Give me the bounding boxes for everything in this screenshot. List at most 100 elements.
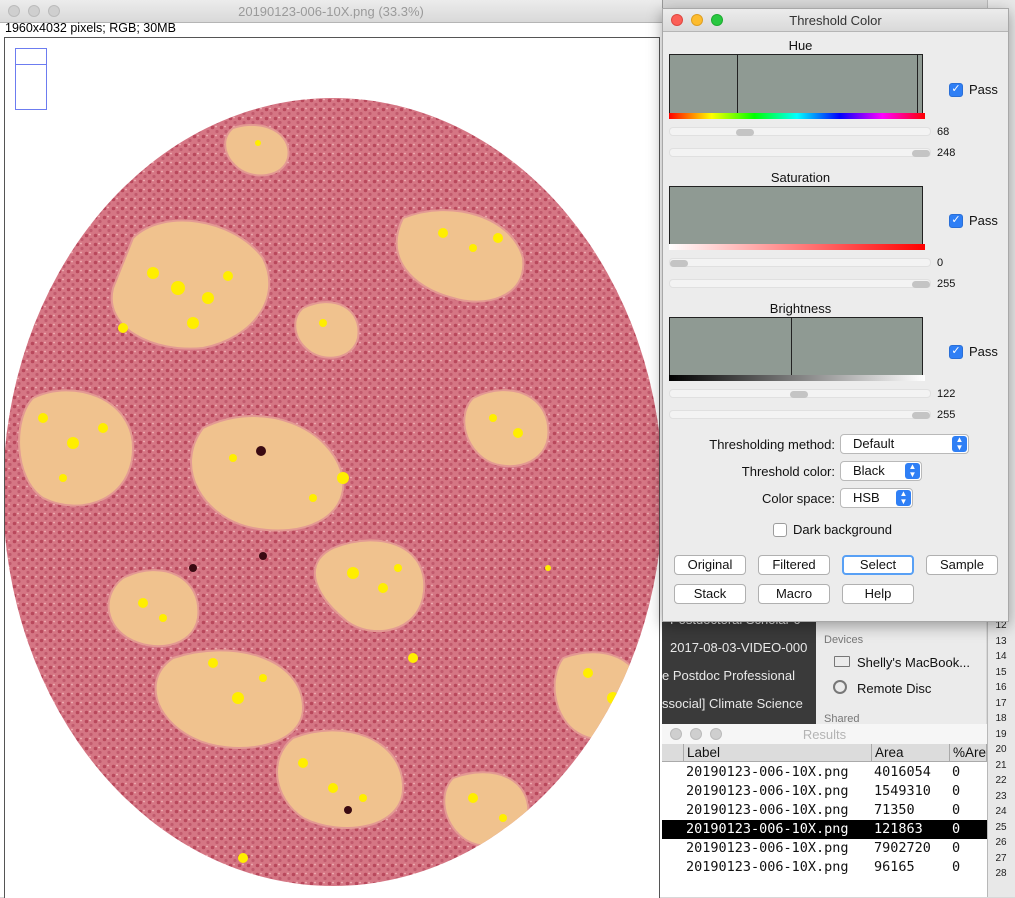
original-button[interactable]: Original — [674, 555, 746, 575]
row-area-cell: 96165 — [874, 859, 915, 875]
image-window-title: 20190123-006-10X.png (33.3%) — [238, 4, 424, 19]
brightness-pass-option[interactable]: ✓ Pass — [949, 344, 998, 359]
hue-max-slider[interactable] — [669, 148, 931, 157]
hue-label: Hue — [788, 38, 813, 53]
threshold-close-button[interactable] — [671, 14, 683, 26]
saturation-histogram — [669, 186, 923, 250]
hue-histogram — [669, 54, 923, 118]
threshold-window-controls — [671, 14, 723, 26]
brightness-max-value: 255 — [937, 409, 956, 421]
row-percent-cell: 0 — [952, 821, 961, 837]
threshold-color-select[interactable]: Black ▲ ▼ — [840, 461, 922, 481]
row-label-cell: 20190123-006-10X.png — [686, 821, 849, 837]
color-space-select[interactable]: HSB ▲ ▼ — [840, 488, 913, 508]
color-space-label: Color space: — [762, 491, 835, 506]
hue-min-thumb[interactable] — [736, 129, 754, 136]
saturation-pass-checkbox[interactable]: ✓ — [949, 213, 963, 228]
hue-max-thumb[interactable] — [912, 150, 930, 157]
row-area-cell: 4016054 — [874, 764, 931, 780]
row-percent-cell: 0 — [952, 840, 961, 856]
minimize-button[interactable] — [28, 5, 40, 17]
saturation-max-value: 255 — [937, 278, 956, 290]
table-row[interactable]: 20190123-006-10X.png 1549310 0 — [662, 782, 987, 801]
row-label-cell: 20190123-006-10X.png — [686, 859, 849, 875]
filtered-button[interactable]: Filtered — [758, 555, 830, 575]
hue-pass-checkbox[interactable]: ✓ — [949, 82, 963, 97]
image-canvas[interactable] — [4, 37, 660, 898]
thresholding-method-select[interactable]: Default ▲ ▼ — [840, 434, 969, 454]
threshold-color-label: Threshold color: — [741, 464, 835, 479]
spreadsheet-row-number: 27 — [995, 852, 1007, 864]
threshold-zoom-button[interactable] — [711, 14, 723, 26]
brightness-pass-label: Pass — [969, 344, 998, 359]
saturation-min-thumb[interactable] — [670, 260, 688, 267]
table-row[interactable]: 20190123-006-10X.png 4016054 0 — [662, 763, 987, 782]
spreadsheet-row-number: 16 — [995, 682, 1007, 693]
percent-area-column-header[interactable]: %Are — [950, 744, 987, 762]
close-button[interactable] — [8, 5, 20, 17]
hue-min-value: 68 — [937, 126, 950, 138]
bg-line-3: e Postdoc Professional — [662, 668, 795, 683]
spreadsheet-row-number: 19 — [995, 728, 1007, 740]
window-controls — [8, 5, 60, 17]
saturation-max-thumb[interactable] — [912, 281, 930, 288]
device-remote-disc[interactable]: Remote Disc — [857, 681, 932, 696]
spreadsheet-row-number: 18 — [995, 713, 1007, 724]
macro-button[interactable]: Macro — [758, 584, 830, 604]
results-titlebar[interactable]: Results — [662, 724, 987, 745]
results-minimize-button[interactable] — [690, 728, 702, 740]
table-row[interactable]: 20190123-006-10X.png 7902720 0 — [662, 839, 987, 858]
spreadsheet-row-number: 21 — [995, 759, 1007, 771]
select-button[interactable]: Select — [842, 555, 914, 575]
shared-header: Shared — [824, 713, 860, 725]
dark-background-option[interactable]: Dark background — [773, 522, 892, 537]
table-row[interactable]: 20190123-006-10X.png 71350 0 — [662, 801, 987, 820]
image-window-titlebar[interactable]: 20190123-006-10X.png (33.3%) — [0, 0, 662, 23]
brightness-max-slider[interactable] — [669, 410, 931, 419]
brightness-max-thumb[interactable] — [912, 412, 930, 419]
saturation-min-value: 0 — [937, 257, 944, 269]
brightness-min-thumb[interactable] — [790, 391, 808, 398]
hue-min-slider[interactable] — [669, 127, 931, 136]
saturation-min-slider[interactable] — [669, 258, 931, 267]
brightness-min-line — [791, 318, 792, 380]
results-zoom-button[interactable] — [710, 728, 722, 740]
results-title: Results — [802, 727, 847, 742]
zoom-button[interactable] — [48, 5, 60, 17]
spreadsheet-row-number: 14 — [995, 651, 1007, 662]
table-row[interactable]: 20190123-006-10X.png 96165 0 — [662, 858, 987, 877]
devices-header: Devices — [824, 634, 864, 646]
results-close-button[interactable] — [670, 728, 682, 740]
saturation-pass-option[interactable]: ✓ Pass — [949, 213, 998, 228]
table-row[interactable]: 20190123-006-10X.png 121863 0 — [662, 820, 987, 839]
label-column-header[interactable]: Label — [684, 744, 872, 762]
threshold-title: Threshold Color — [789, 13, 882, 28]
row-percent-cell: 0 — [952, 859, 961, 875]
row-label-cell: 20190123-006-10X.png — [686, 840, 849, 856]
stack-button[interactable]: Stack — [674, 584, 746, 604]
background-list-panel: Postdoctoral Scholar c 2017-08-03-VIDEO-… — [662, 612, 816, 724]
threshold-titlebar[interactable]: Threshold Color — [663, 9, 1008, 32]
dark-background-label: Dark background — [793, 522, 892, 537]
area-column-header[interactable]: Area — [872, 744, 950, 762]
device-macbook[interactable]: Shelly's MacBook... — [857, 655, 971, 670]
threshold-minimize-button[interactable] — [691, 14, 703, 26]
saturation-max-slider[interactable] — [669, 279, 931, 288]
brightness-min-slider[interactable] — [669, 389, 931, 398]
row-number-header — [662, 744, 684, 762]
spreadsheet-row-number: 12 — [995, 620, 1007, 631]
saturation-gradient — [669, 244, 925, 250]
dark-background-checkbox[interactable] — [773, 522, 787, 537]
row-percent-cell: 0 — [952, 764, 961, 780]
sample-button[interactable]: Sample — [926, 555, 998, 575]
navigator-box[interactable] — [15, 48, 47, 110]
brightness-pass-checkbox[interactable]: ✓ — [949, 344, 963, 359]
color-space-value: HSB — [853, 490, 880, 505]
bg-line-2: 2017-08-03-VIDEO-000 — [670, 640, 808, 655]
tissue-image[interactable] — [4, 98, 660, 886]
hue-pass-option[interactable]: ✓ Pass — [949, 82, 998, 97]
brightness-label: Brightness — [769, 301, 832, 316]
help-button[interactable]: Help — [842, 584, 914, 604]
row-label-cell: 20190123-006-10X.png — [686, 783, 849, 799]
spreadsheet-row-number: 23 — [995, 790, 1007, 802]
